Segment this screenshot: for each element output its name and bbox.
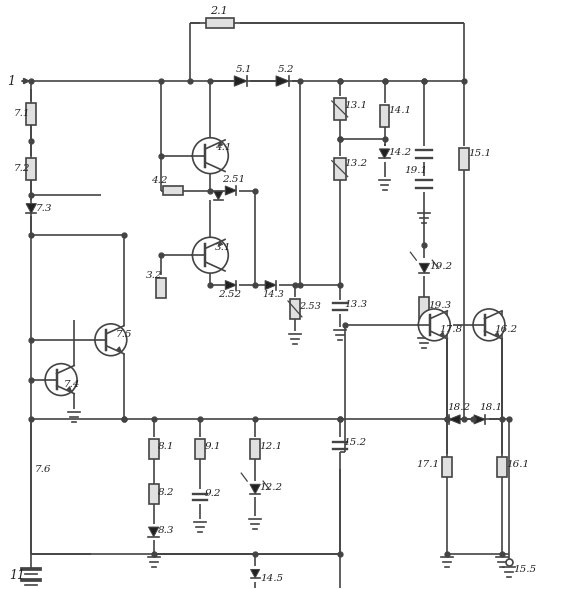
Bar: [163, 186, 183, 195]
Text: 18.2: 18.2: [447, 403, 471, 412]
Circle shape: [473, 309, 505, 341]
Text: 17.8: 17.8: [439, 325, 463, 335]
Text: 3.1: 3.1: [215, 243, 232, 252]
Text: 2.53: 2.53: [299, 302, 321, 312]
Polygon shape: [214, 191, 223, 200]
Text: 14.1: 14.1: [388, 107, 412, 115]
Text: 7.6: 7.6: [35, 465, 52, 474]
Text: 16.2: 16.2: [494, 325, 517, 335]
Bar: [459, 148, 469, 170]
Text: 15.5: 15.5: [513, 565, 536, 574]
Text: 19.1: 19.1: [404, 166, 428, 175]
Text: 9.1: 9.1: [204, 442, 221, 451]
Text: 18.1: 18.1: [479, 403, 502, 412]
Text: 12.1: 12.1: [259, 442, 282, 451]
Text: 3.2: 3.2: [146, 270, 162, 280]
Text: 8.3: 8.3: [158, 527, 174, 535]
Text: 15.2: 15.2: [344, 438, 367, 447]
Text: 1: 1: [7, 75, 15, 88]
Polygon shape: [26, 204, 37, 213]
Polygon shape: [265, 280, 276, 290]
Bar: [497, 457, 507, 477]
Text: 8.1: 8.1: [158, 442, 174, 451]
Bar: [334, 98, 345, 120]
Text: 19.2: 19.2: [429, 262, 452, 270]
Polygon shape: [419, 263, 429, 273]
Text: 2.1: 2.1: [210, 6, 228, 16]
Text: 7.3: 7.3: [36, 204, 53, 213]
Text: 15.1: 15.1: [468, 149, 491, 158]
Text: 7.2: 7.2: [13, 164, 30, 173]
Polygon shape: [226, 186, 236, 195]
Text: 13.3: 13.3: [345, 300, 368, 309]
Bar: [195, 439, 206, 459]
Text: 17.1: 17.1: [416, 459, 440, 469]
Polygon shape: [148, 527, 159, 537]
Bar: [26, 103, 36, 125]
Text: 14.3: 14.3: [262, 290, 284, 299]
Polygon shape: [250, 484, 260, 494]
Bar: [26, 158, 36, 180]
Circle shape: [45, 363, 77, 395]
Bar: [442, 457, 452, 477]
Text: 7.4: 7.4: [64, 380, 81, 389]
Bar: [380, 105, 389, 127]
Polygon shape: [276, 76, 289, 86]
Circle shape: [192, 237, 228, 273]
Text: 4.2: 4.2: [151, 176, 167, 185]
Text: 14.5: 14.5: [260, 574, 283, 583]
Text: 5.1: 5.1: [236, 65, 253, 74]
Bar: [290, 299, 300, 319]
Text: 8.2: 8.2: [158, 488, 174, 497]
Bar: [334, 158, 345, 180]
Bar: [148, 439, 159, 459]
Text: 7.1: 7.1: [13, 110, 30, 118]
Bar: [156, 278, 166, 298]
Text: 19.3: 19.3: [428, 302, 452, 310]
Text: 13.2: 13.2: [345, 159, 368, 168]
Text: 5.2: 5.2: [278, 65, 295, 74]
Bar: [250, 439, 260, 459]
Text: 2.52: 2.52: [218, 290, 242, 299]
Text: 12.2: 12.2: [259, 482, 282, 492]
Circle shape: [192, 138, 228, 174]
Circle shape: [95, 324, 127, 356]
Bar: [419, 297, 429, 319]
Circle shape: [419, 309, 450, 341]
Bar: [206, 18, 234, 28]
Text: 14.2: 14.2: [388, 148, 412, 157]
Polygon shape: [234, 76, 247, 86]
Bar: [148, 484, 159, 504]
Text: 16.1: 16.1: [506, 459, 529, 469]
Text: 4.1: 4.1: [215, 143, 232, 152]
Polygon shape: [474, 415, 485, 424]
Text: 7.5: 7.5: [116, 330, 132, 339]
Polygon shape: [379, 149, 389, 158]
Polygon shape: [226, 280, 236, 290]
Polygon shape: [251, 570, 260, 578]
Text: 2.51: 2.51: [222, 175, 246, 184]
Text: 9.2: 9.2: [204, 488, 221, 498]
Text: 11: 11: [9, 569, 25, 582]
Text: 13.1: 13.1: [345, 101, 368, 110]
Polygon shape: [449, 415, 460, 424]
